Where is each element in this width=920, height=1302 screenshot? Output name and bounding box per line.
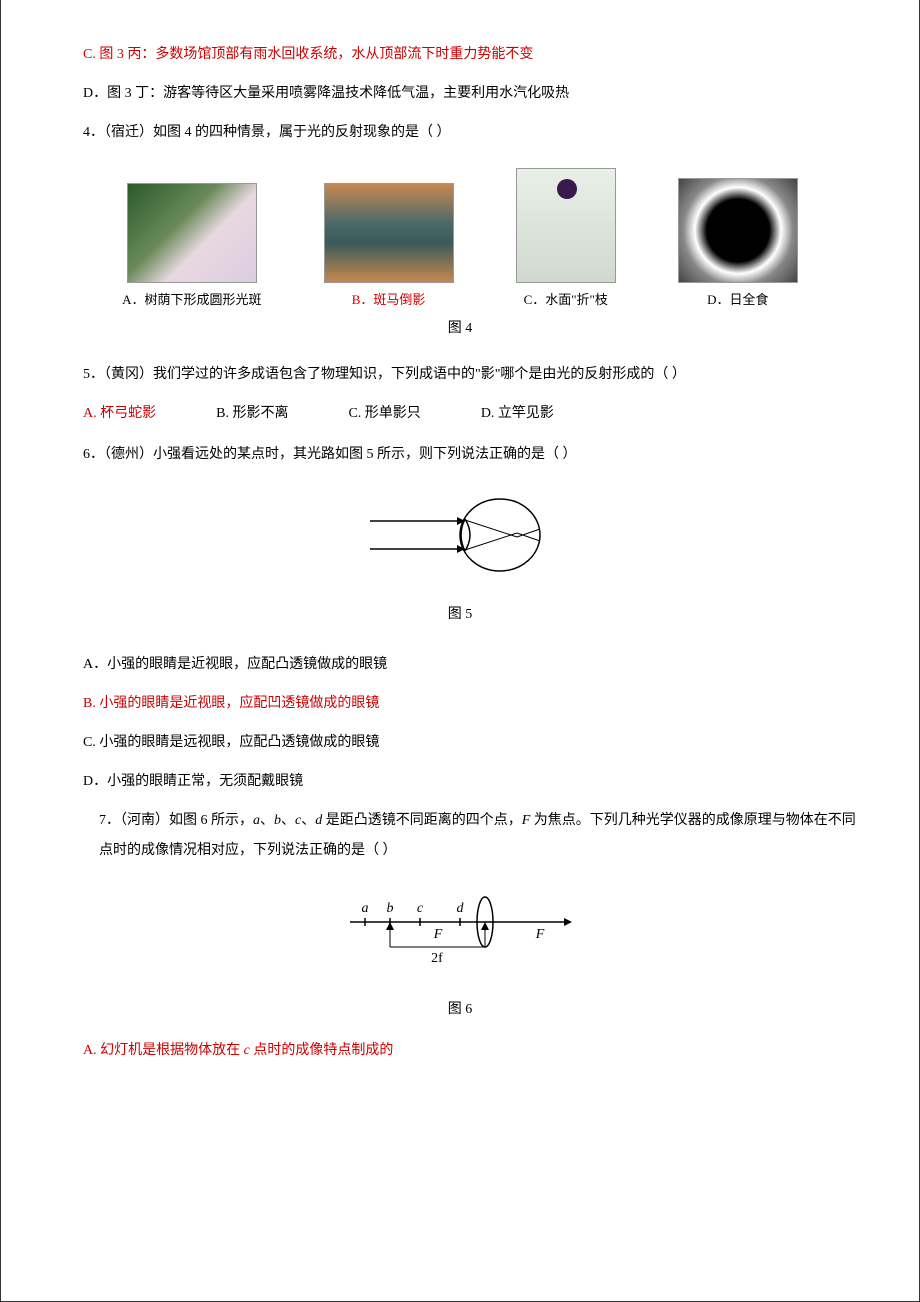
q4-caption-b: B．斑马倒影 <box>352 291 426 309</box>
q7-opta-t1: A. 幻灯机是根据物体放在 <box>83 1043 244 1058</box>
q7-stem-s1: 、 <box>260 813 274 828</box>
fig6-label-2f: 2f <box>431 951 443 966</box>
q4-caption-c: C．水面"折"枝 <box>524 291 608 309</box>
q5-option-a: A. 杯弓蛇影 <box>83 399 156 430</box>
q4-stem: 4．（宿迁）如图 4 的四种情景，属于光的反射现象的是（ ） <box>51 118 869 149</box>
q4-item-b: B．斑马倒影 <box>324 183 454 309</box>
figure-6-lens-diagram: a b c d F F 2f <box>330 892 590 972</box>
figure-5-label: 图 5 <box>51 600 869 631</box>
q4-image-c <box>516 168 616 283</box>
q7-stem-t1: 7．（河南）如图 6 所示， <box>99 813 253 828</box>
q7-option-a: A. 幻灯机是根据物体放在 c 点时的成像特点制成的 <box>51 1036 869 1067</box>
q4-item-c: C．水面"折"枝 <box>516 168 616 309</box>
q5-option-b: B. 形影不离 <box>216 399 288 430</box>
q4-image-b <box>324 183 454 283</box>
q7-opta-t2: 点时的成像特点制成的 <box>253 1043 393 1058</box>
q7-stem-f: F <box>522 813 534 828</box>
q4-caption-a: A．树荫下形成圆形光斑 <box>122 291 261 309</box>
fig6-label-d: d <box>457 901 465 916</box>
figure-6-label: 图 6 <box>51 995 869 1026</box>
figure-4-row: A．树荫下形成圆形光斑 B．斑马倒影 C．水面"折"枝 D．日全食 <box>91 168 829 309</box>
q6-option-d: D．小强的眼睛正常，无须配戴眼镜 <box>51 767 869 798</box>
q7-opta-c: c <box>244 1043 254 1058</box>
figure-6-wrap: a b c d F F 2f 图 6 <box>51 892 869 1026</box>
q5-options-row: A. 杯弓蛇影 B. 形影不离 C. 形单影只 D. 立竿见影 <box>51 399 869 430</box>
q6-option-a: A．小强的眼睛是近视眼，应配凸透镜做成的眼镜 <box>51 650 869 681</box>
q6-option-b: B. 小强的眼睛是近视眼，应配凹透镜做成的眼镜 <box>51 689 869 720</box>
q4-item-d: D．日全食 <box>678 178 798 309</box>
figure-5-eye-diagram <box>365 491 555 581</box>
fig6-label-F-left: F <box>433 927 443 942</box>
q7-stem-s3: 、 <box>301 813 315 828</box>
q3-option-d: D．图 3 丁：游客等待区大量采用喷雾降温技术降低气温，主要利用水汽化吸热 <box>51 79 869 110</box>
fig6-label-b: b <box>387 901 394 916</box>
figure-5-wrap: 图 5 <box>51 491 869 631</box>
fig6-label-a: a <box>362 901 369 916</box>
figure-4-label: 图 4 <box>51 314 869 345</box>
q4-caption-d: D．日全食 <box>707 291 768 309</box>
q7-stem-b: b <box>274 813 281 828</box>
q4-item-a: A．树荫下形成圆形光斑 <box>122 183 261 309</box>
fig6-label-F-right: F <box>535 927 545 942</box>
q4-image-a <box>127 183 257 283</box>
q6-option-c: C. 小强的眼睛是远视眼，应配凸透镜做成的眼镜 <box>51 728 869 759</box>
q7-stem-a: a <box>253 813 260 828</box>
q3-option-c: C. 图 3 丙：多数场馆顶部有雨水回收系统，水从顶部流下时重力势能不变 <box>51 40 869 71</box>
fig6-label-c: c <box>417 901 424 916</box>
q7-stem-s2: 、 <box>281 813 295 828</box>
document-page: C. 图 3 丙：多数场馆顶部有雨水回收系统，水从顶部流下时重力势能不变 D．图… <box>0 0 920 1302</box>
q7-stem: 7．（河南）如图 6 所示，a、b、c、d 是距凸透镜不同距离的四个点，F 为焦… <box>51 806 869 868</box>
q7-stem-d: d <box>315 813 326 828</box>
q5-stem: 5．（黄冈）我们学过的许多成语包含了物理知识，下列成语中的"影"哪个是由光的反射… <box>51 360 869 391</box>
q6-stem: 6．（德州）小强看远处的某点时，其光路如图 5 所示，则下列说法正确的是（ ） <box>51 440 869 471</box>
q7-stem-mid: 是距凸透镜不同距离的四个点， <box>326 813 522 828</box>
q5-option-d: D. 立竿见影 <box>481 399 554 430</box>
q4-image-d <box>678 178 798 283</box>
q5-option-c: C. 形单影只 <box>348 399 420 430</box>
